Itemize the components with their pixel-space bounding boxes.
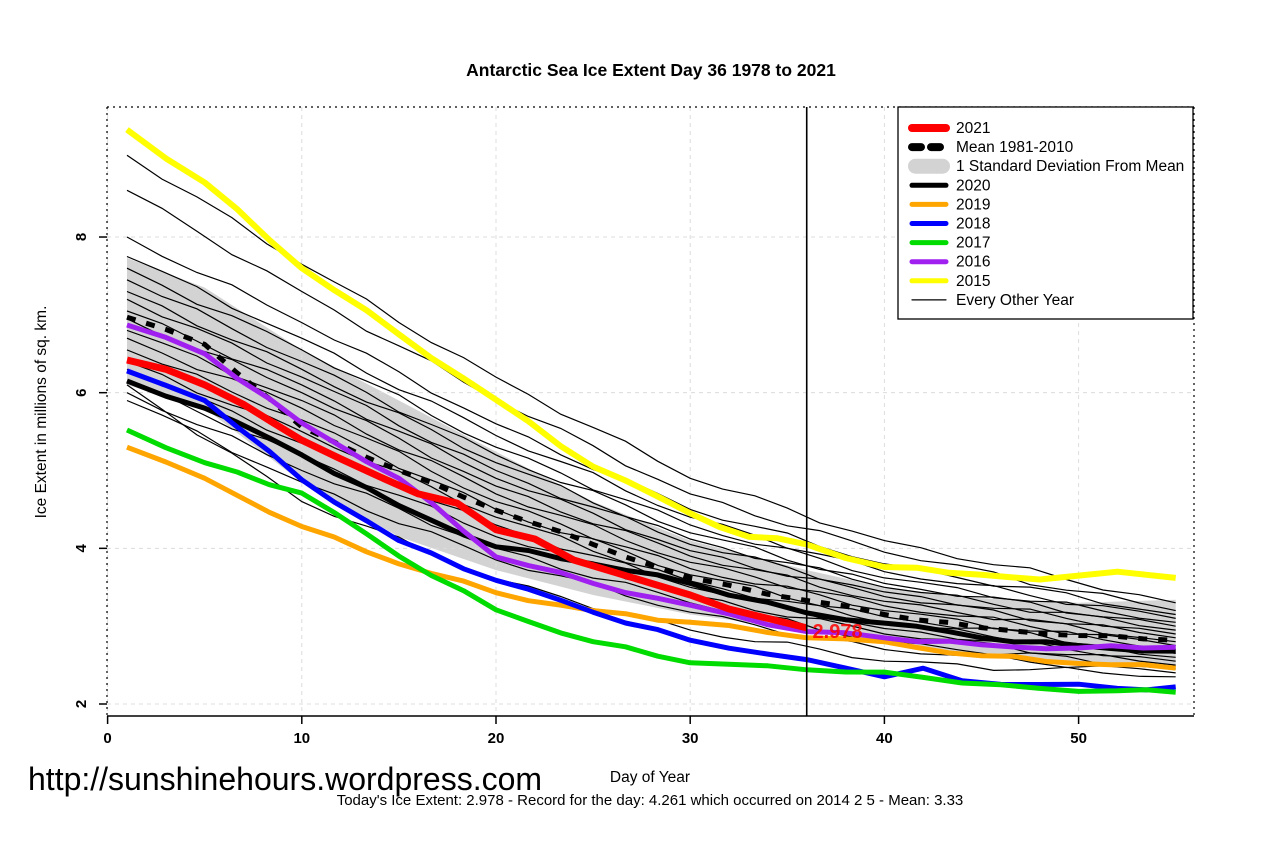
series-line-2020 [126, 378, 1176, 654]
legend-label-2017: 2017 [956, 235, 990, 252]
legend-entry-2021: 2021 [908, 120, 990, 137]
legend-entry-2020: 2020 [909, 177, 991, 194]
legend-label-every-other-year: Every Other Year [956, 292, 1074, 309]
legend-label-1-standard-deviation-from-mean: 1 Standard Deviation From Mean [956, 158, 1184, 175]
series-line-2019 [126, 444, 1176, 671]
y-tick-label-8: 8 [73, 233, 90, 241]
legend-entry-2015: 2015 [909, 273, 990, 290]
series-line-2015 [125, 127, 1177, 583]
legend-entry-2018: 2018 [909, 216, 990, 233]
other-year-line [126, 189, 1176, 612]
footer-caption: Today's Ice Extent: 2.978 - Record for t… [337, 792, 964, 809]
legend-entry-every-other-year: Every Other Year [911, 292, 1074, 309]
y-axis-title: Ice Extent in millions of sq. km. [33, 306, 50, 519]
legend-entry-2016: 2016 [909, 254, 990, 271]
series-line-2021 [126, 356, 808, 632]
legend-entry-mean-1981-2010: Mean 1981-2010 [908, 139, 1074, 156]
axes: 0 10 20 30 40 50 2 4 6 8 [73, 106, 1195, 747]
legend-entry-1-standard-deviation-from-mean: 1 Standard Deviation From Mean [908, 158, 1184, 175]
x-axis-title: Day of Year [610, 769, 690, 786]
other-year-line [126, 255, 1176, 619]
x-tick-label-10: 10 [293, 730, 310, 747]
other-year-line [126, 318, 1176, 643]
other-year-line [126, 298, 1176, 635]
x-tick-label-0: 0 [103, 730, 111, 747]
other-year-line [126, 329, 1176, 647]
legend-label-2020: 2020 [956, 177, 991, 194]
y-tick-label-6: 6 [73, 389, 90, 397]
legend-label-2016: 2016 [956, 254, 990, 271]
series-line-2017 [125, 427, 1176, 695]
y-tick-label-2: 2 [73, 700, 90, 708]
legend-entry-2017: 2017 [909, 235, 990, 252]
x-tick-label-40: 40 [876, 730, 893, 747]
other-year-line [126, 290, 1176, 631]
legend-label-mean-1981-2010: Mean 1981-2010 [956, 139, 1074, 156]
series-line-2016 [126, 322, 1176, 652]
watermark-url: http://sunshinehours.wordpress.com [28, 761, 542, 797]
x-tick-label-30: 30 [682, 730, 699, 747]
other-year-line [126, 310, 1176, 639]
chart-title: Antarctic Sea Ice Extent Day 36 1978 to … [466, 60, 836, 80]
legend-label-2018: 2018 [956, 216, 990, 233]
series-lines [125, 127, 1177, 695]
y-tick-label-4: 4 [73, 543, 90, 552]
legend-label-2021: 2021 [956, 120, 990, 137]
legend-box [897, 106, 1194, 320]
other-year-line [126, 154, 1176, 604]
other-year-line [126, 267, 1176, 623]
legend-label-2019: 2019 [956, 196, 990, 213]
other-year-line [126, 360, 1176, 658]
legend-label-2015: 2015 [956, 273, 990, 290]
legend: 2021 Mean 1981-2010 1 Standard Deviation F… [897, 106, 1194, 320]
legend-entry-2019: 2019 [909, 196, 990, 213]
legend-band-swatch-icon [908, 158, 950, 174]
x-tick-label-20: 20 [488, 730, 505, 747]
other-year-line [126, 279, 1176, 627]
x-tick-label-50: 50 [1070, 730, 1087, 747]
current-extent-annotation: 2.978 [813, 621, 863, 643]
